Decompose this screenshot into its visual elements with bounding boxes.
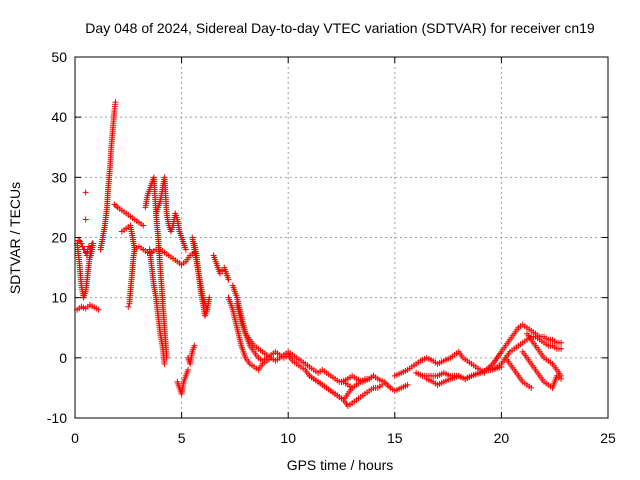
y-tick-label: 0 <box>59 350 67 366</box>
data-point <box>219 267 226 274</box>
series-track-d <box>97 99 119 253</box>
series-track-j <box>153 174 189 253</box>
series-track-e <box>111 201 147 229</box>
y-tick-label: 30 <box>51 169 67 185</box>
data-point <box>82 189 89 196</box>
x-tick-label: 0 <box>71 430 79 446</box>
data-point <box>90 240 97 247</box>
data-point <box>558 339 565 346</box>
series-track-aa <box>523 330 565 379</box>
data-point <box>82 216 89 223</box>
x-tick-label: 10 <box>280 430 296 446</box>
chart-title: Day 048 of 2024, Sidereal Day-to-day VTE… <box>85 20 595 36</box>
y-tick-label: -10 <box>47 410 67 426</box>
series-track-z <box>519 348 565 391</box>
series-track-k <box>174 366 191 397</box>
data-point <box>182 246 189 253</box>
data-point <box>79 243 86 250</box>
x-tick-label: 25 <box>600 430 616 446</box>
data-point <box>216 270 223 277</box>
data-point <box>184 366 191 373</box>
data-point <box>404 381 411 388</box>
y-tick-label: 10 <box>51 290 67 306</box>
data-point <box>76 237 83 244</box>
data-point <box>225 276 232 283</box>
data-point <box>78 240 85 247</box>
y-tick-label: 20 <box>51 230 67 246</box>
series-track-y <box>502 354 535 391</box>
y-tick-label: 40 <box>51 109 67 125</box>
data-point <box>558 345 565 352</box>
series-track-n <box>191 240 213 319</box>
series-track-ac <box>82 216 89 223</box>
data-point <box>191 342 198 349</box>
data-points <box>74 99 565 409</box>
x-tick-label: 20 <box>494 430 510 446</box>
x-tick-label: 5 <box>178 430 186 446</box>
data-point <box>349 384 356 391</box>
series-track-h <box>142 174 170 361</box>
x-axis-label: GPS time / hours <box>287 457 394 473</box>
data-point <box>131 246 138 253</box>
series-track-t <box>338 372 411 394</box>
y-tick-label: 50 <box>51 49 67 65</box>
series-track-w <box>423 321 565 388</box>
data-point <box>112 99 119 106</box>
series-track-r <box>234 300 356 391</box>
series-track-s <box>306 372 386 409</box>
data-point <box>528 384 535 391</box>
data-point <box>161 360 168 367</box>
data-point <box>140 222 147 229</box>
data-point <box>125 303 132 310</box>
series-track-a <box>74 301 102 313</box>
data-point <box>85 243 92 250</box>
data-point <box>558 372 565 379</box>
series-track-u <box>391 348 488 379</box>
grid-lines <box>75 57 608 418</box>
y-axis-label: SDTVAR / TECUs <box>7 182 23 294</box>
x-tick-label: 15 <box>387 430 403 446</box>
series-track-i <box>146 246 168 367</box>
series-track-o <box>210 252 232 283</box>
data-point <box>206 294 213 301</box>
series-track-b <box>74 240 96 301</box>
series-track-c <box>75 237 97 259</box>
data-point <box>95 306 102 313</box>
series-track-l <box>184 342 198 367</box>
series-track-g <box>125 246 138 310</box>
series-track-ab <box>82 189 89 196</box>
